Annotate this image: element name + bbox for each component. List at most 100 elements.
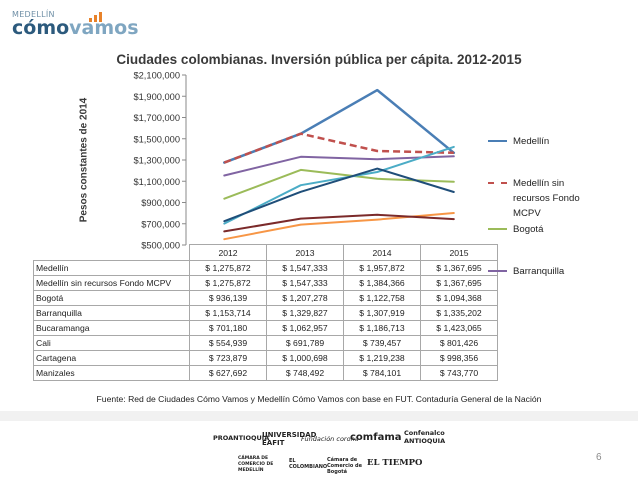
partner-logos: PROANTIOQUIA UNIVERSIDAD EAFIT Fundación… [0,424,638,479]
table-row: Medellín $ 1,275,872 $ 1,547,333 $ 1,957… [33,260,498,276]
cell-value: $ 1,000,698 [266,350,344,366]
cell-value: $ 627,692 [189,365,267,381]
table-header-row: 2012 2013 2014 2015 [33,244,498,261]
partner-el-tiempo-logo: EL TIEMPO [367,458,423,468]
row-label: Medellín sin recursos Fondo MCPV [33,275,190,291]
cell-value: $ 1,062,957 [266,320,344,336]
table-row: Bogotá $ 936,139 $ 1,207,278 $ 1,122,758… [33,290,498,306]
cell-value: $ 784,101 [343,365,421,381]
partner-camara-medellin-logo: CÁMARA DE COMERCIO DE MEDELLÍN [238,456,274,473]
legend-item-medellin: Medellín [488,134,593,149]
table-row: Manizales $ 627,692 $ 748,492 $ 784,101 … [33,365,498,381]
cell-value: $ 723,879 [189,350,267,366]
page-number: 6 [596,452,602,463]
cell-value: $ 748,492 [266,365,344,381]
partner-camara-bogota-logo: Cámara de Comercio de Bogotá [327,457,362,475]
y-tick-label: $1,900,000 [133,92,180,102]
legend-swatch [488,270,507,272]
brand-logo: MEDELLÍN cómovamos [12,10,139,42]
data-table: 2012 2013 2014 2015 Medellín $ 1,275,872… [33,244,498,381]
row-label: Medellín [33,260,190,276]
source-note: Fuente: Red de Ciudades Cómo Vamos y Med… [96,394,542,404]
legend-label: Bogotá [513,224,544,235]
cell-value: $ 1,423,065 [420,320,498,336]
table-row: Barranquilla $ 1,153,714 $ 1,329,827 $ 1… [33,305,498,321]
cell-value: $ 1,219,238 [343,350,421,366]
cell-value: $ 1,329,827 [266,305,344,321]
series-line-bogota [223,168,455,200]
brand-name-part2: vamos [69,17,139,39]
y-tick-label: $1,100,000 [133,177,180,187]
chart-title: Ciudades colombianas. Inversión pública … [116,52,522,67]
table-corner [33,244,190,261]
series-line-bucaramanga [223,145,455,225]
legend-label: Medellín [513,136,550,147]
cell-value: $ 1,335,202 [420,305,498,321]
row-label: Cartagena [33,350,190,366]
table-header-2015: 2015 [420,244,498,261]
cell-value: $ 1,275,872 [189,275,267,291]
partner-comfama-logo: comfama [350,432,402,443]
cell-value: $ 1,186,713 [343,320,421,336]
y-tick-label: $1,300,000 [133,156,180,166]
cell-value: $ 1,275,872 [189,260,267,276]
cell-value: $ 1,367,695 [420,260,498,276]
legend-item-bogota: Bogotá [488,222,593,237]
partner-proantioquia-logo: PROANTIOQUIA [213,434,270,442]
cell-value: $ 701,180 [189,320,267,336]
cell-value: $ 691,789 [266,335,344,351]
legend-item-barranquilla: Barranquilla [488,264,593,279]
cell-value: $ 1,957,872 [343,260,421,276]
y-tick-label: $1,500,000 [133,134,180,144]
partner-fundacion-corona-logo: Fundación corona [301,435,359,443]
table-row: Cartagena $ 723,879 $ 1,000,698 $ 1,219,… [33,350,498,366]
cell-value: $ 1,547,333 [266,275,344,291]
legend-swatch [488,228,507,230]
series-line-medellin-sin-recursos-fondo-mcpv [223,132,454,164]
series-line-manizales [223,213,455,233]
table-row: Cali $ 554,939 $ 691,789 $ 739,457 $ 801… [33,335,498,351]
cell-value: $ 1,207,278 [266,290,344,306]
row-label: Bucaramanga [33,320,190,336]
cell-value: $ 1,153,714 [189,305,267,321]
brand-city: MEDELLÍN [12,10,55,19]
series-line-barranquilla [223,155,455,177]
y-tick-label: $700,000 [141,219,180,229]
series-line-medellin [223,88,456,164]
cell-value: $ 554,939 [189,335,267,351]
cell-value: $ 801,426 [420,335,498,351]
table-header-2014: 2014 [343,244,421,261]
cell-value: $ 936,139 [189,290,267,306]
legend-swatch [488,140,507,142]
cell-value: $ 739,457 [343,335,421,351]
row-label: Manizales [33,365,190,381]
partner-confenalco-logo: Confenalco ANTIOQUIA [404,429,446,445]
series-line-cartagena [223,167,455,223]
cell-value: $ 1,122,758 [343,290,421,306]
cell-value: $ 1,367,695 [420,275,498,291]
cell-value: $ 1,384,366 [343,275,421,291]
table-header-2013: 2013 [266,244,344,261]
legend-item-medellin-sin-fondo: Medellín sin recursos Fondo MCPV [488,176,593,221]
cell-value: $ 1,307,919 [343,305,421,321]
y-tick-label: $900,000 [141,198,180,208]
partner-eafit-logo: UNIVERSIDAD EAFIT [262,431,317,447]
cell-value: $ 998,356 [420,350,498,366]
legend-swatch [488,182,507,184]
row-label: Barranquilla [33,305,190,321]
cell-value: $ 1,094,368 [420,290,498,306]
y-tick-label: $2,100,000 [133,71,180,81]
y-tick-label: $1,700,000 [133,113,180,123]
cell-value: $ 743,770 [420,365,498,381]
partner-el-colombiano-logo: EL COLOMBIANO [289,458,328,470]
brand-name: cómovamos [12,17,139,39]
table-header-2012: 2012 [189,244,267,261]
legend-label: Medellín sin recursos Fondo MCPV [513,178,580,219]
table-row: Medellín sin recursos Fondo MCPV $ 1,275… [33,275,498,291]
row-label: Bogotá [33,290,190,306]
footer-divider [0,411,638,421]
brand-name-part1: cómo [12,17,70,39]
cell-value: $ 1,547,333 [266,260,344,276]
row-label: Cali [33,335,190,351]
